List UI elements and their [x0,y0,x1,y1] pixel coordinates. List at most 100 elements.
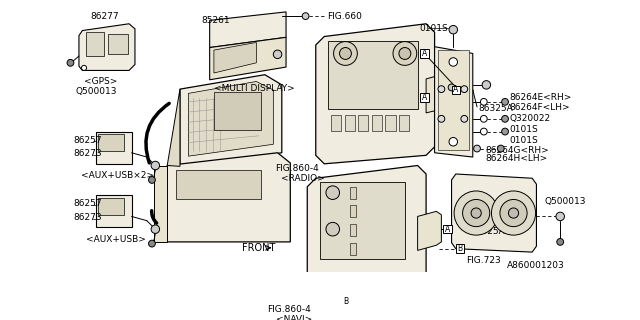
Polygon shape [210,12,286,48]
Circle shape [502,99,508,105]
Text: 86273: 86273 [74,213,102,222]
Polygon shape [188,82,273,156]
Text: 86257: 86257 [74,136,102,145]
Text: <GPS>: <GPS> [84,77,117,86]
Polygon shape [307,165,426,301]
Text: 86325A: 86325A [479,104,513,113]
Circle shape [481,99,487,105]
Circle shape [474,145,481,152]
Circle shape [148,177,156,183]
Circle shape [67,60,74,66]
Bar [420,49,429,58]
Bar [341,297,349,306]
Bar [349,243,356,255]
Polygon shape [452,174,536,252]
Text: B: B [343,297,348,306]
Text: Q320022: Q320022 [509,114,550,123]
Text: 85261: 85261 [201,16,230,25]
Polygon shape [418,211,442,250]
Circle shape [482,81,491,89]
Circle shape [148,240,156,247]
Bar [349,187,356,199]
Bar [328,41,418,109]
Circle shape [502,128,508,135]
Text: 0101S: 0101S [509,125,538,134]
Circle shape [508,208,518,218]
Circle shape [273,50,282,59]
Text: A: A [422,93,427,102]
Polygon shape [167,89,180,166]
Circle shape [393,42,417,65]
Circle shape [461,116,468,122]
Text: A: A [445,225,450,234]
Circle shape [481,116,487,122]
Circle shape [326,186,340,199]
Text: Q500013: Q500013 [76,87,117,96]
Bar [99,198,124,215]
Circle shape [449,58,458,66]
Text: 86264F<LH>: 86264F<LH> [509,103,570,112]
Circle shape [502,116,508,122]
Text: Q500013: Q500013 [545,197,586,206]
Circle shape [448,84,455,91]
Bar [214,92,260,130]
Circle shape [497,145,504,152]
Circle shape [151,225,159,233]
Text: <AUX+USB×2>: <AUX+USB×2> [81,171,154,180]
Text: FIG.860-4: FIG.860-4 [275,164,319,172]
Circle shape [340,48,351,60]
Text: <MULTI DISPLAY>: <MULTI DISPLAY> [214,84,294,93]
Bar [443,225,452,233]
Polygon shape [167,153,291,242]
Circle shape [438,86,445,92]
Bar [452,86,460,94]
Circle shape [461,86,468,92]
Bar [96,132,132,164]
Circle shape [81,65,86,70]
Circle shape [302,13,309,20]
Text: 86257: 86257 [74,199,102,208]
Bar [349,205,356,217]
Circle shape [557,238,564,245]
Polygon shape [154,165,167,242]
Bar [349,224,356,236]
Circle shape [333,42,357,65]
Text: FIG.660: FIG.660 [327,12,362,20]
Bar [372,116,382,131]
Circle shape [471,208,481,218]
Text: FIG.723: FIG.723 [466,256,500,265]
Text: 86325A: 86325A [470,227,505,236]
Circle shape [438,116,445,122]
Circle shape [399,48,411,60]
Polygon shape [435,47,473,157]
Polygon shape [79,24,135,70]
Circle shape [326,222,340,236]
Bar [108,34,128,54]
Text: A: A [422,49,427,58]
Bar [438,50,468,150]
Text: 0101S: 0101S [419,23,448,33]
Bar [420,93,429,102]
Text: FRONT: FRONT [242,243,275,253]
Text: 0101S: 0101S [509,136,538,145]
Bar [399,116,409,131]
Bar [385,116,396,131]
Text: <NAVI>: <NAVI> [276,316,313,320]
Bar [344,116,355,131]
Text: A860001203: A860001203 [507,261,564,270]
Polygon shape [316,24,435,164]
Circle shape [500,199,527,227]
Polygon shape [426,73,452,113]
Bar [96,195,132,228]
Text: 86264E<RH>: 86264E<RH> [509,93,572,102]
Text: A: A [453,85,458,94]
Circle shape [556,212,564,221]
Text: 86277: 86277 [91,12,120,21]
Text: 86264H<LH>: 86264H<LH> [486,154,548,163]
Bar [99,134,124,151]
Text: 86264G<RH>: 86264G<RH> [486,146,549,155]
Bar [320,182,405,259]
Circle shape [449,138,458,146]
Circle shape [492,191,536,235]
Text: <RADIO>: <RADIO> [281,174,325,183]
